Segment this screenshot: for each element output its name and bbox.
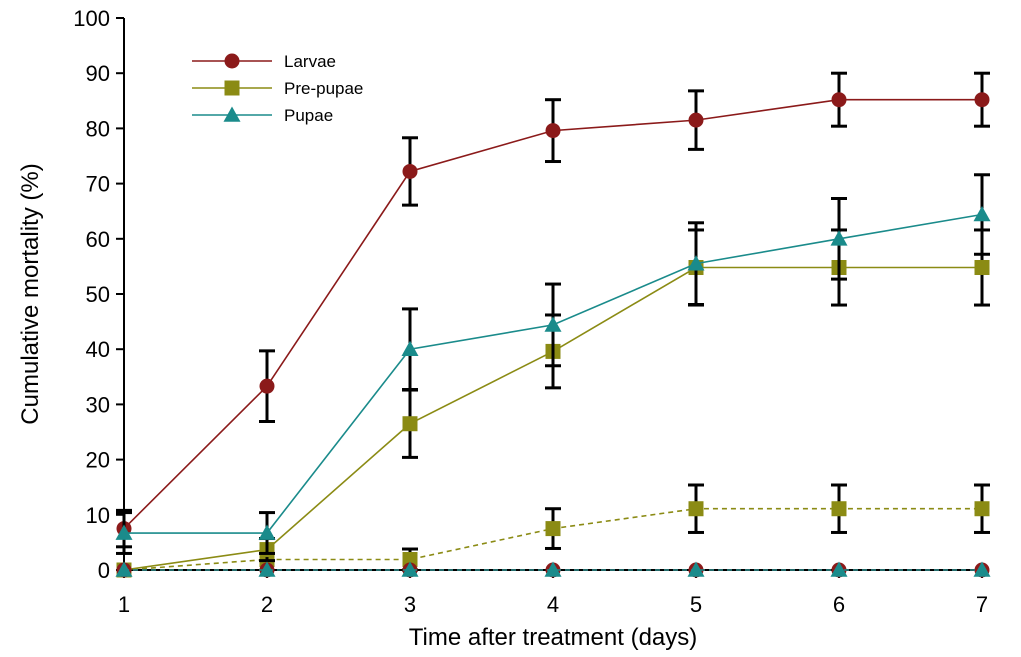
y-ticks: 0 10 20 30 40 50 60 70 80 90 100 — [73, 6, 124, 583]
data-point — [258, 561, 276, 577]
y-tick-label: 100 — [73, 6, 110, 31]
legend-marker — [224, 80, 240, 96]
series-control-3 — [116, 483, 990, 578]
x-tick-label: 4 — [547, 592, 559, 617]
data-point — [973, 206, 991, 222]
x-axis-title: Time after treatment (days) — [409, 624, 698, 651]
y-tick-label: 50 — [86, 282, 110, 307]
data-point — [831, 92, 847, 108]
x-tick-label: 5 — [690, 592, 702, 617]
legend-marker — [224, 53, 240, 69]
y-tick-label: 20 — [86, 448, 110, 473]
data-point — [258, 524, 276, 540]
x-tick-label: 2 — [261, 592, 273, 617]
data-point — [401, 340, 419, 356]
y-tick-label: 80 — [86, 116, 110, 141]
data-point — [830, 561, 848, 577]
data-point — [115, 524, 133, 540]
data-point — [545, 123, 561, 139]
data-point — [973, 561, 991, 577]
y-axis-title: Cumulative mortality (%) — [17, 163, 44, 424]
series-larvae — [116, 71, 990, 549]
axes: 0 10 20 30 40 50 60 70 80 90 100 1 2 3 4 5 6 7 — [73, 6, 988, 617]
y-tick-label: 0 — [98, 558, 110, 583]
x-ticks: 1 2 3 4 5 6 7 — [118, 570, 988, 617]
y-tick-label: 90 — [86, 61, 110, 86]
y-tick-label: 60 — [86, 227, 110, 252]
data-point — [545, 521, 561, 537]
series-control-5 — [115, 561, 991, 577]
data-point — [544, 561, 562, 577]
y-tick-label: 70 — [86, 172, 110, 197]
series-layer — [115, 71, 991, 578]
data-point — [974, 501, 990, 517]
data-point — [402, 416, 418, 432]
data-point — [974, 260, 990, 276]
legend: Larvae Pre-pupae Pupae — [192, 52, 363, 125]
data-point — [688, 112, 704, 128]
data-point — [830, 230, 848, 246]
legend-marker — [223, 106, 241, 122]
x-tick-label: 1 — [118, 592, 130, 617]
data-point — [401, 561, 419, 577]
legend-item: Pre-pupae — [192, 79, 363, 98]
legend-item: Pupae — [192, 106, 333, 125]
data-point — [402, 552, 418, 568]
x-tick-label: 7 — [976, 592, 988, 617]
data-point — [115, 561, 133, 577]
data-point — [688, 501, 704, 517]
y-tick-label: 30 — [86, 392, 110, 417]
series-pupae — [115, 173, 991, 555]
x-tick-label: 3 — [404, 592, 416, 617]
data-point — [402, 163, 418, 179]
data-point — [687, 561, 705, 577]
legend-label: Pupae — [284, 106, 333, 125]
data-point — [544, 316, 562, 332]
data-point — [259, 378, 275, 394]
y-tick-label: 40 — [86, 337, 110, 362]
legend-item: Larvae — [192, 52, 336, 71]
legend-label: Pre-pupae — [284, 79, 363, 98]
legend-label: Larvae — [284, 52, 336, 71]
y-tick-label: 10 — [86, 503, 110, 528]
data-point — [974, 92, 990, 108]
data-point — [687, 255, 705, 271]
x-tick-label: 6 — [833, 592, 845, 617]
data-point — [831, 501, 847, 517]
